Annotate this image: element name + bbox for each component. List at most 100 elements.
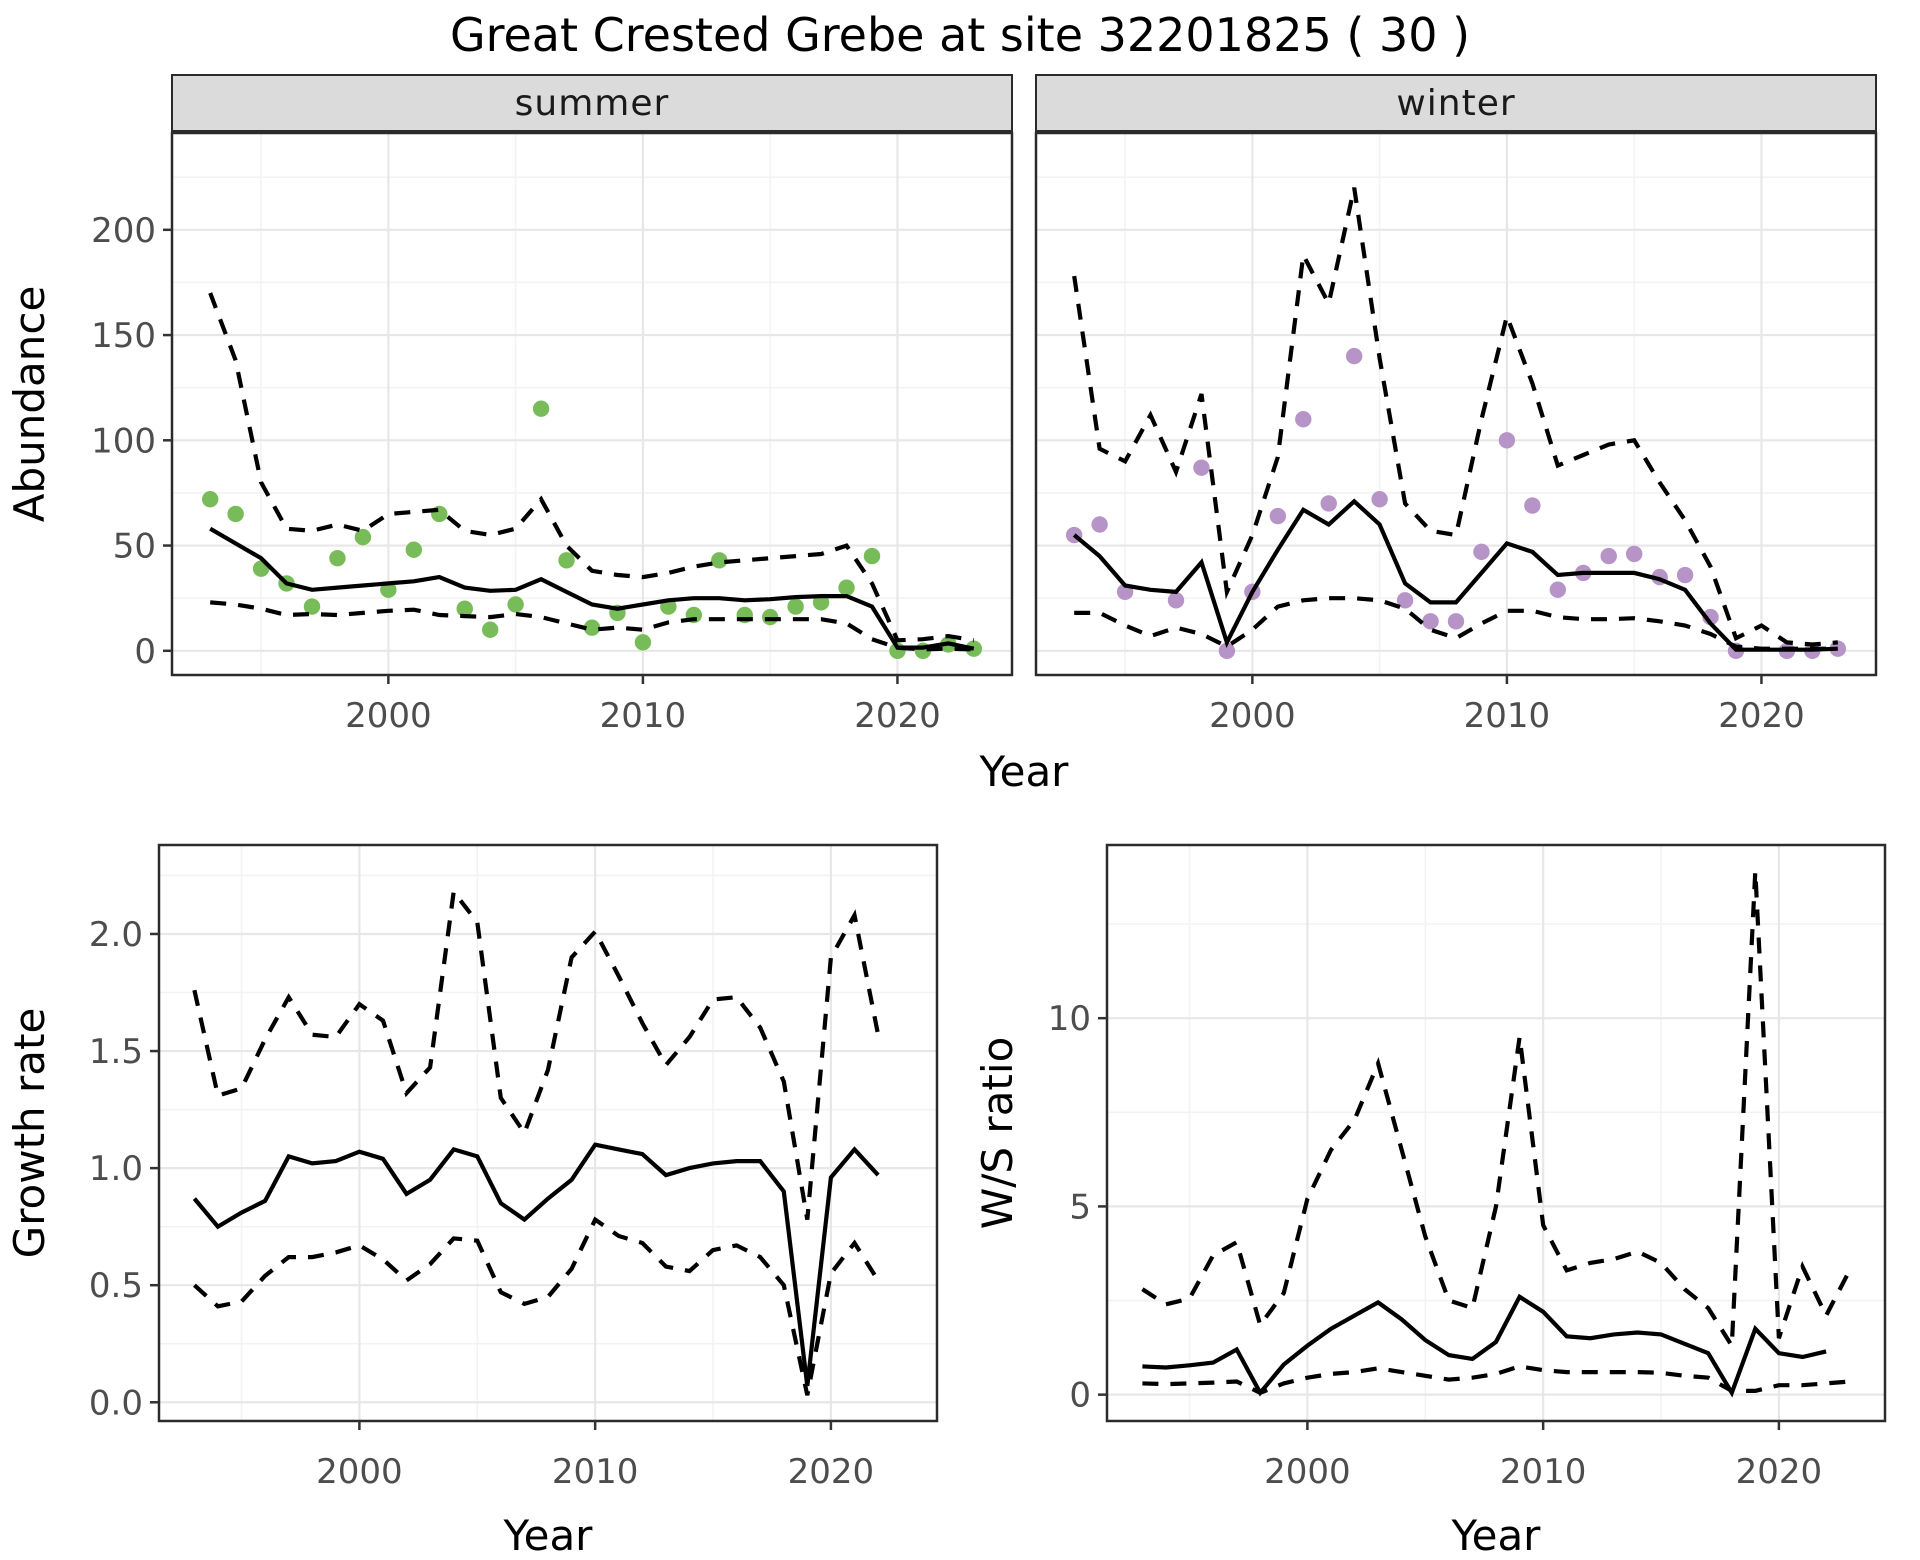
winter-model_fit-line	[1072, 498, 1838, 652]
data-point	[1371, 491, 1388, 508]
data-point	[1498, 432, 1516, 449]
data-point	[863, 547, 881, 565]
y-axis-tick-label: 5	[1069, 1187, 1091, 1227]
y-axis-title-growth-rate: Growth rate	[5, 1008, 54, 1259]
data-point	[711, 552, 728, 569]
gridlines	[159, 845, 937, 1421]
x-axis-tick-label: 2000	[1209, 696, 1296, 736]
data-point	[1473, 543, 1490, 561]
y-axis-tick-label: 0	[134, 632, 156, 672]
x-axis-tick-label: 2020	[788, 1452, 875, 1492]
panel-background	[172, 133, 1012, 675]
growth_rate-lower_ci-line	[192, 1216, 880, 1396]
data-point	[1396, 592, 1414, 609]
panel-background	[159, 845, 937, 1421]
y-axis-tick-label: 10	[1048, 999, 1091, 1039]
y-axis-tick-label: 1.0	[89, 1149, 143, 1189]
data-point	[354, 528, 372, 546]
x-axis-tick-label: 2010	[1500, 1452, 1587, 1492]
data-point	[329, 549, 346, 567]
facet-strip-summer	[171, 74, 1013, 132]
winter-lower_ci-line	[1074, 596, 1838, 651]
data-point	[1295, 411, 1312, 428]
axis-ticks: 2000 2010 2020	[1209, 675, 1805, 736]
growth_rate-growth_rate_fit-line	[192, 1142, 880, 1387]
data-point	[1549, 581, 1567, 598]
panel-winter: winter 2000 2010 2020	[1034, 74, 1878, 736]
panel-border	[1034, 131, 1878, 677]
data-point	[1447, 613, 1465, 630]
data-point	[838, 579, 855, 596]
x-axis-tick-label: 2000	[1264, 1452, 1351, 1492]
chart-title: Great Crested Grebe at site 32201825 ( 3…	[449, 8, 1471, 62]
panel-growth_rate: 0.0 0.5 1.0 1.5 2.0 2000 2010 2020	[89, 843, 939, 1492]
data-point	[1193, 459, 1210, 476]
y-axis-tick-label: 50	[113, 527, 156, 567]
data-point	[405, 541, 423, 558]
x-axis-tick-label: 2020	[1718, 696, 1805, 736]
data-point	[227, 505, 244, 523]
data-point	[1600, 547, 1617, 565]
data-point	[1320, 495, 1337, 512]
data-point	[583, 619, 601, 636]
data-point	[1091, 516, 1108, 533]
x-axis-title-year-top: Year	[979, 747, 1070, 796]
x-axis-title-year-ws: Year	[1451, 1511, 1542, 1560]
summer-upper_ci-line	[208, 292, 975, 643]
x-axis-tick-label: 2010	[552, 1452, 639, 1492]
data-point	[1345, 347, 1363, 365]
data-point	[1676, 566, 1694, 584]
panel-border	[1105, 843, 1887, 1423]
y-axis-tick-label: 150	[91, 316, 156, 356]
data-point	[634, 634, 652, 651]
gridlines	[1107, 845, 1885, 1421]
data-point	[1218, 642, 1236, 659]
y-axis-tick-label: 0	[1069, 1376, 1091, 1416]
y-axis-tick-label: 200	[91, 211, 156, 251]
ws_ratio-ws_ratio_fit-line	[1142, 1293, 1827, 1398]
facet-strip-label: winter	[1396, 83, 1515, 124]
y-axis-tick-label: 1.5	[89, 1032, 143, 1072]
data-point	[456, 600, 473, 617]
data-point	[201, 491, 219, 508]
panel-border	[157, 843, 939, 1423]
y-axis-tick-label: 2.0	[89, 915, 143, 955]
x-axis-tick-label: 2010	[600, 696, 687, 736]
facet-strip-winter	[1035, 74, 1877, 132]
ws_ratio-upper_ci-line	[1141, 871, 1852, 1353]
data-point	[1524, 497, 1541, 514]
panel-background	[1036, 133, 1876, 675]
summer-model_fit-line	[209, 526, 975, 651]
data-point	[965, 640, 983, 657]
summer-observation-points	[201, 400, 983, 659]
x-axis-tick-label: 2010	[1464, 696, 1551, 736]
panel-summer: summer 0 50 100 150 200 2000 2010 2020	[91, 74, 1014, 736]
data-point	[507, 596, 524, 613]
winter-upper_ci-line	[1072, 187, 1838, 647]
y-axis-tick-label: 0.0	[89, 1383, 143, 1423]
data-point	[1422, 613, 1439, 630]
ws_ratio-lower_ci-line	[1142, 1364, 1850, 1396]
axis-ticks: 0 5 10 2000 2010 2020	[1048, 999, 1822, 1492]
y-axis-title-abundance: Abundance	[5, 286, 54, 523]
x-axis-tick-label: 2020	[1736, 1452, 1823, 1492]
data-point	[558, 552, 575, 569]
y-axis-title-ws-ratio: W/S ratio	[973, 1037, 1022, 1230]
data-point	[532, 400, 550, 417]
panel-border	[170, 131, 1014, 677]
x-axis-tick-label: 2000	[316, 1452, 403, 1492]
facet-strip-label: summer	[515, 83, 670, 124]
x-axis-title-year-growth: Year	[503, 1511, 594, 1560]
data-point	[1625, 545, 1643, 563]
data-point	[1269, 507, 1287, 525]
x-axis-tick-label: 2020	[854, 696, 941, 736]
data-point	[787, 598, 804, 615]
axis-ticks: 0.0 0.5 1.0 1.5 2.0 2000 2010 2020	[89, 915, 874, 1492]
data-point	[303, 598, 321, 615]
panel-ws_ratio: 0 5 10 2000 2010 2020	[1048, 843, 1887, 1492]
data-point	[481, 621, 499, 638]
growth_rate-upper_ci-line	[192, 886, 881, 1220]
y-axis-tick-label: 0.5	[89, 1266, 143, 1306]
